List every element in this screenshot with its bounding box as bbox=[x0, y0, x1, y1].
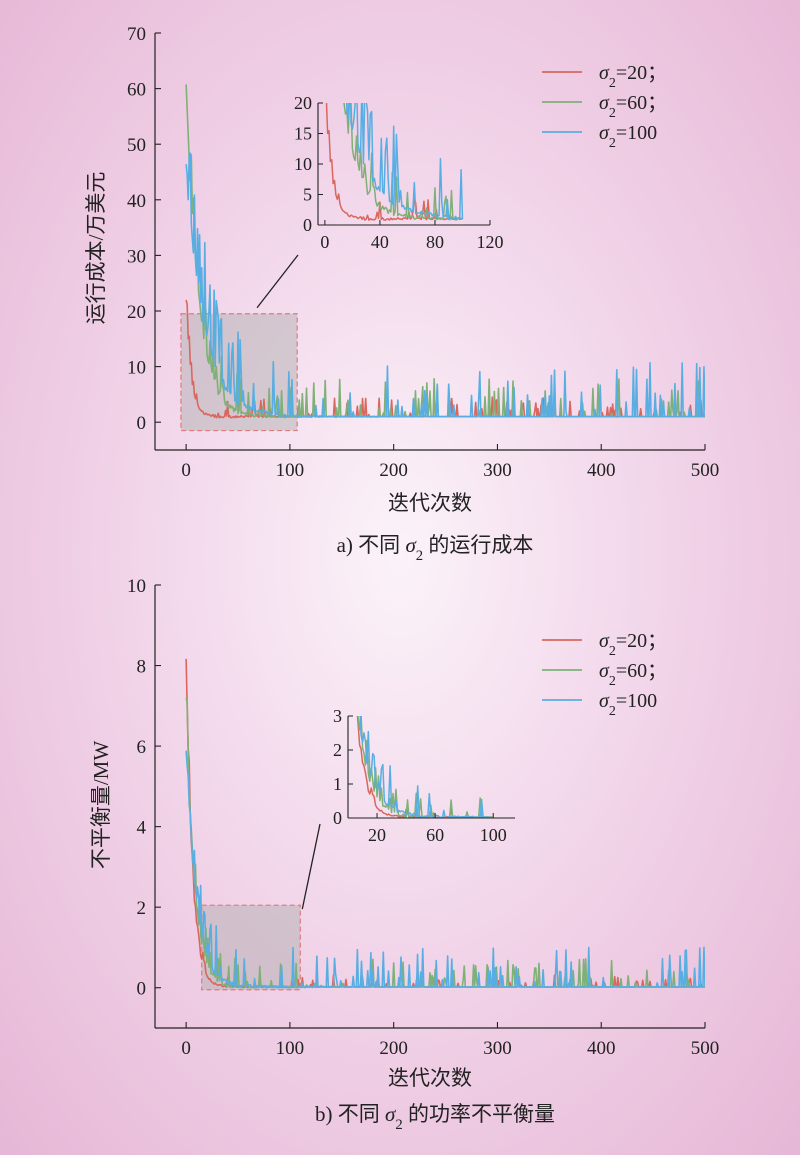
caption-b: b) 不同 σ2 的功率不平衡量 bbox=[315, 1102, 555, 1133]
y-tick-label: 60 bbox=[127, 80, 146, 101]
inset-x-tick-label: 20 bbox=[368, 825, 386, 845]
legend-label-2: σ2=100 bbox=[599, 122, 657, 151]
legend-b: σ2=20；σ2=60；σ2=100 bbox=[542, 630, 667, 719]
x-tick-label: 0 bbox=[181, 1038, 191, 1059]
series-line-2 bbox=[185, 152, 705, 419]
caption-sub: 2 bbox=[395, 1117, 402, 1133]
legend-label-2-sub: 2 bbox=[609, 704, 616, 719]
x-axis-label: 迭代次数 bbox=[388, 1066, 472, 1090]
x-tick-label: 500 bbox=[691, 460, 720, 481]
legend-label-0-sym: σ bbox=[599, 62, 610, 84]
legend-label-1-sub: 2 bbox=[609, 674, 616, 689]
inset-y-tick-label: 15 bbox=[294, 124, 312, 144]
legend-label-1: σ2=60； bbox=[599, 660, 667, 689]
y-tick-label: 8 bbox=[137, 657, 147, 678]
y-tick-label: 10 bbox=[127, 576, 146, 597]
x-tick-label: 200 bbox=[379, 460, 408, 481]
inset-y-tick-label: 3 bbox=[333, 706, 342, 726]
x-tick-label: 100 bbox=[276, 1038, 305, 1059]
legend-label-0-rest: =20； bbox=[616, 62, 667, 84]
legend-label-2-rest: =100 bbox=[616, 690, 657, 712]
inset-series-line-2 bbox=[345, 103, 464, 220]
x-tick-label: 400 bbox=[587, 1038, 616, 1059]
inset-x-tick-label: 120 bbox=[477, 232, 504, 252]
x-axis-label: 迭代次数 bbox=[388, 491, 472, 515]
legend-label-1: σ2=60； bbox=[599, 92, 667, 121]
inset-x-tick-label: 40 bbox=[371, 232, 389, 252]
x-tick-label: 0 bbox=[181, 460, 191, 481]
caption-prefix: a) 不同 bbox=[337, 533, 406, 557]
y-axis-label: 运行成本/万美元 bbox=[84, 172, 108, 325]
y-tick-label: 0 bbox=[137, 979, 147, 1000]
caption-sym: σ bbox=[385, 1102, 397, 1126]
inset-series-line-1 bbox=[343, 103, 463, 221]
inset-y-tick-label: 10 bbox=[294, 154, 312, 174]
inset-series-line-1 bbox=[357, 716, 494, 818]
x-tick-label: 400 bbox=[587, 460, 616, 481]
inset-x-tick-label: 0 bbox=[320, 232, 329, 252]
inset-y-tick-label: 2 bbox=[333, 740, 342, 760]
x-tick-label: 300 bbox=[483, 460, 512, 481]
caption-suffix: 的功率不平衡量 bbox=[403, 1102, 555, 1126]
legend-label-0-sub: 2 bbox=[609, 76, 616, 91]
caption-suffix: 的运行成本 bbox=[423, 533, 533, 557]
y-tick-label: 30 bbox=[127, 246, 146, 267]
y-tick-label: 2 bbox=[137, 898, 147, 919]
inset-y-tick-label: 20 bbox=[294, 93, 312, 113]
inset-y-tick-label: 0 bbox=[333, 808, 342, 828]
caption-prefix: b) 不同 bbox=[315, 1102, 385, 1126]
inset-y-tick-label: 0 bbox=[303, 215, 312, 235]
y-tick-label: 6 bbox=[137, 737, 147, 758]
x-tick-label: 300 bbox=[483, 1038, 512, 1059]
y-tick-label: 50 bbox=[127, 135, 146, 156]
y-tick-label: 20 bbox=[127, 302, 146, 323]
y-tick-label: 40 bbox=[127, 191, 146, 212]
legend-label-0-rest: =20； bbox=[616, 630, 667, 652]
y-tick-label: 4 bbox=[137, 818, 147, 839]
inset-a: 0 5 10 15 20 0 40 80 120 bbox=[294, 93, 504, 252]
legend-label-0-sub: 2 bbox=[609, 644, 616, 659]
legend-label-0: σ2=20； bbox=[599, 630, 667, 659]
y-axis-label: 不平衡量/MW bbox=[89, 741, 113, 870]
caption-sym: σ bbox=[405, 533, 417, 557]
inset-x-tick-label: 80 bbox=[426, 232, 444, 252]
x-tick-label: 100 bbox=[276, 460, 305, 481]
zoom-connector bbox=[301, 823, 321, 910]
inset-b: 0 1 2 3 20 60 100 bbox=[333, 706, 515, 845]
legend-a: σ2=20；σ2=60；σ2=100 bbox=[542, 62, 667, 151]
legend-label-0-sym: σ bbox=[599, 630, 610, 652]
legend-label-1-sym: σ bbox=[599, 92, 610, 114]
legend-label-2-sym: σ bbox=[599, 690, 610, 712]
inset-y-tick-label: 5 bbox=[303, 185, 312, 205]
legend-label-0: σ2=20； bbox=[599, 62, 667, 91]
inset-x-tick-label: 100 bbox=[480, 825, 507, 845]
series-line-2 bbox=[185, 750, 705, 989]
legend-label-1-rest: =60； bbox=[616, 660, 667, 682]
legend-label-2-rest: =100 bbox=[616, 122, 657, 144]
legend-label-1-rest: =60； bbox=[616, 92, 667, 114]
inset-x-tick-label: 60 bbox=[426, 825, 444, 845]
y-tick-label: 70 bbox=[127, 24, 146, 45]
legend-label-2-sub: 2 bbox=[609, 136, 616, 151]
inset-y-tick-label: 1 bbox=[333, 774, 342, 794]
y-tick-label: 10 bbox=[127, 358, 146, 379]
x-tick-label: 200 bbox=[379, 1038, 408, 1059]
caption-sub: 2 bbox=[416, 548, 423, 564]
zoom-connector bbox=[256, 254, 299, 309]
legend-label-1-sym: σ bbox=[599, 660, 610, 682]
legend-label-2: σ2=100 bbox=[599, 690, 657, 719]
x-tick-label: 500 bbox=[691, 1038, 720, 1059]
legend-label-1-sub: 2 bbox=[609, 106, 616, 121]
y-tick-label: 0 bbox=[137, 413, 147, 434]
inset-series-line-2 bbox=[359, 716, 494, 818]
caption-a: a) 不同 σ2 的运行成本 bbox=[337, 533, 534, 564]
legend-label-2-sym: σ bbox=[599, 122, 610, 144]
